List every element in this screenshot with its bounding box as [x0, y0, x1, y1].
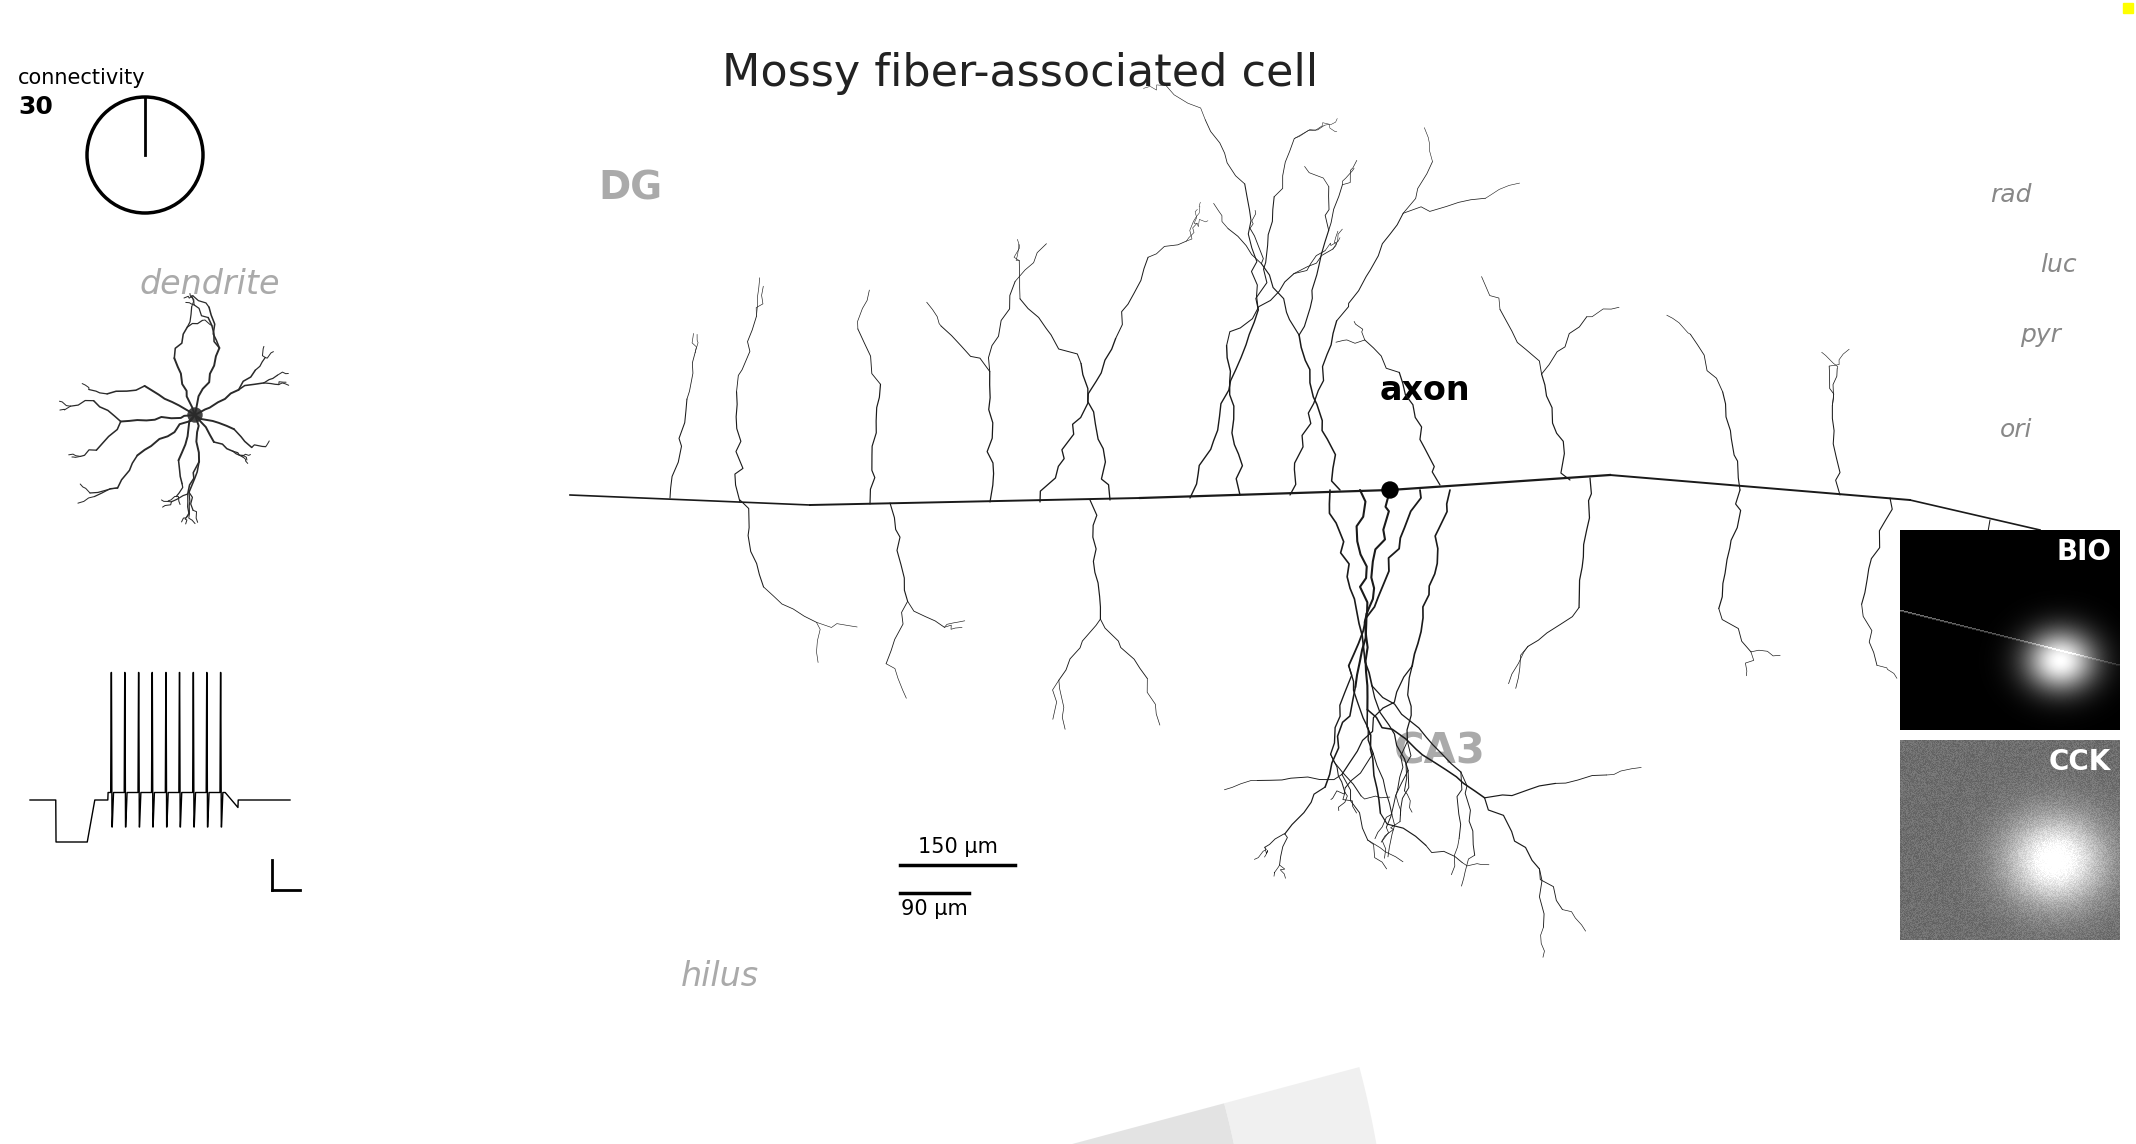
Text: CA3: CA3 [1395, 730, 1487, 772]
Circle shape [188, 408, 203, 422]
Text: BIO: BIO [2057, 538, 2110, 566]
Circle shape [1382, 482, 1397, 498]
Text: pyr: pyr [2021, 323, 2061, 347]
Text: DG: DG [598, 170, 662, 208]
Text: Mossy fiber-associated cell: Mossy fiber-associated cell [722, 51, 1318, 95]
Polygon shape [169, 1103, 1250, 1144]
Text: axon: axon [1380, 373, 1470, 406]
Text: hilus: hilus [681, 960, 758, 993]
Text: 90 μm: 90 μm [901, 899, 968, 919]
Text: ori: ori [1999, 418, 2033, 442]
Text: 30: 30 [17, 95, 53, 119]
Text: CCK: CCK [2048, 748, 2110, 776]
Text: connectivity: connectivity [17, 67, 145, 88]
Text: luc: luc [2040, 253, 2076, 277]
Text: rad: rad [1991, 183, 2031, 207]
Polygon shape [109, 1067, 1391, 1144]
Text: dendrite: dendrite [139, 268, 280, 301]
Text: 150 μm: 150 μm [918, 837, 998, 857]
